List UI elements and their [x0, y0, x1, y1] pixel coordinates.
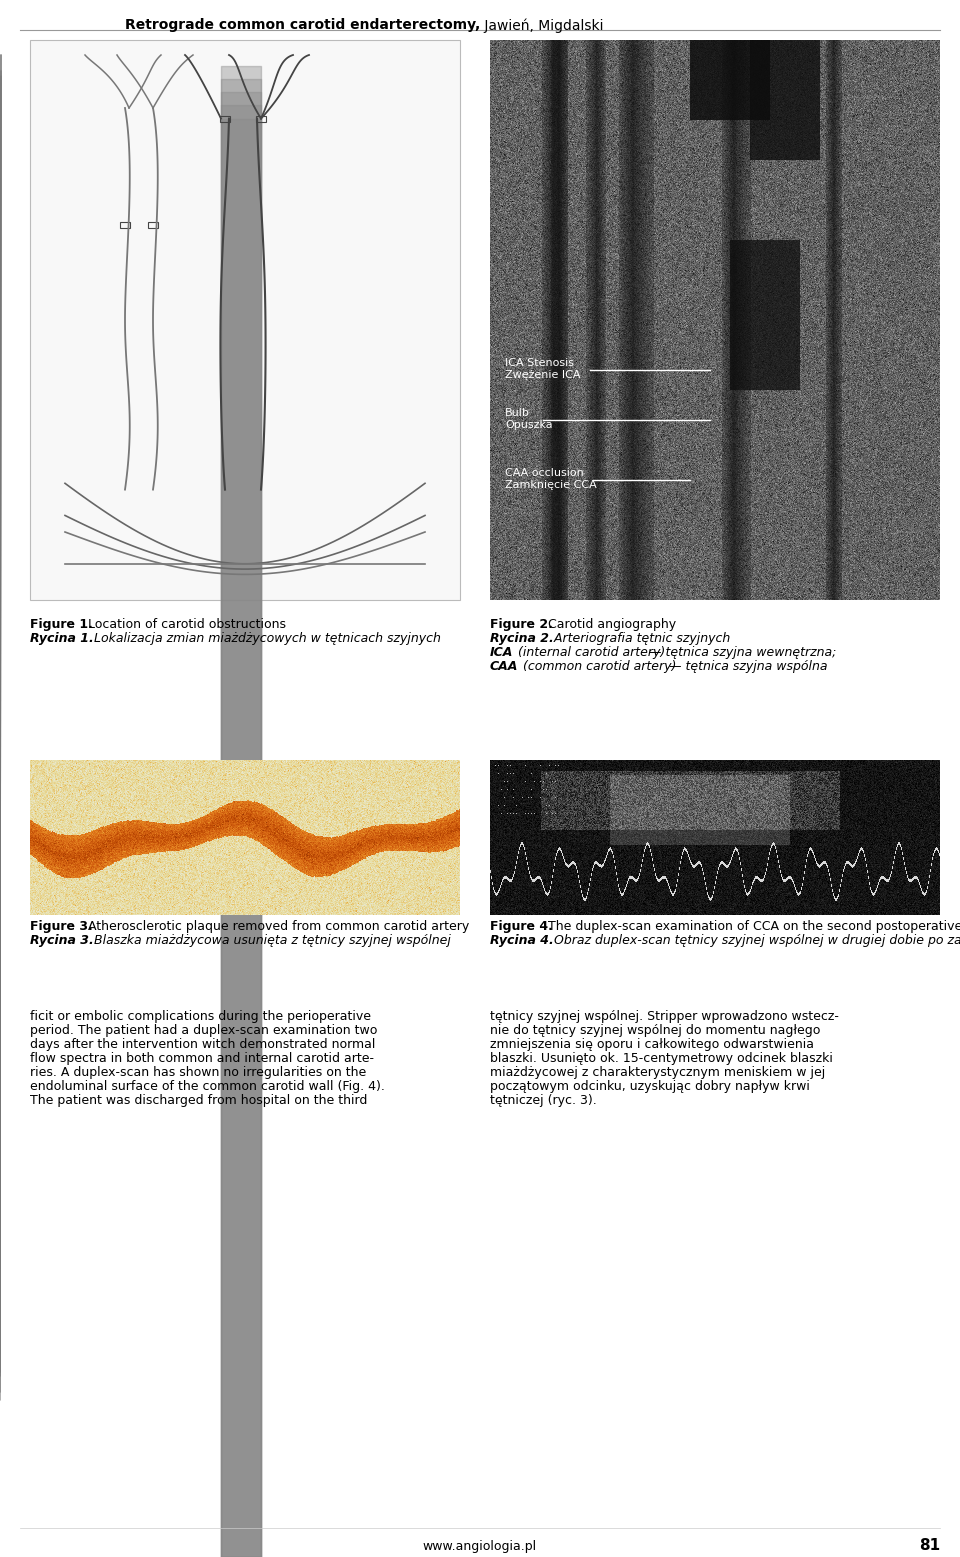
Text: Rycina 1.: Rycina 1.: [30, 632, 94, 645]
Text: Zamknięcie CCA: Zamknięcie CCA: [505, 480, 597, 490]
Text: 81: 81: [919, 1538, 940, 1552]
Text: Rycina 4.: Rycina 4.: [490, 934, 554, 947]
Bar: [30, 40, 460, 599]
Text: tętniczej (ryc. 3).: tętniczej (ryc. 3).: [490, 1095, 597, 1107]
Text: — tętnica szyjna wewnętrzna;: — tętnica szyjna wewnętrzna;: [645, 646, 836, 659]
Text: ICA Stenosis: ICA Stenosis: [505, 358, 574, 367]
Text: period. The patient had a duplex-scan examination two: period. The patient had a duplex-scan ex…: [30, 1025, 377, 1037]
Text: Figure 4.: Figure 4.: [490, 920, 553, 933]
Bar: [148, 221, 158, 227]
Text: Zwężenie ICA: Zwężenie ICA: [505, 371, 581, 380]
Text: Carotid angiography: Carotid angiography: [544, 618, 676, 631]
Text: Obraz duplex-scan tętnicy szyjnej wspólnej w drugiej dobie po zabiegu: Obraz duplex-scan tętnicy szyjnej wspóln…: [550, 934, 960, 947]
Text: Blaszka miażdżycowa usunięta z tętnicy szyjnej wspólnej: Blaszka miażdżycowa usunięta z tętnicy s…: [90, 934, 451, 947]
Text: zmniejszenia się oporu i całkowitego odwarstwienia: zmniejszenia się oporu i całkowitego odw…: [490, 1039, 814, 1051]
Bar: [256, 115, 266, 121]
Text: Lokalizacja zmian miażdżycowych w tętnicach szyjnych: Lokalizacja zmian miażdżycowych w tętnic…: [90, 632, 441, 645]
Text: Arteriografia tętnic szyjnych: Arteriografia tętnic szyjnych: [550, 632, 731, 645]
Text: The duplex-scan examination of CCA on the second postoperative day: The duplex-scan examination of CCA on th…: [544, 920, 960, 933]
Text: tętnicy szyjnej wspólnej. Stripper wprowadzono wstecz-: tętnicy szyjnej wspólnej. Stripper wprow…: [490, 1010, 839, 1023]
Text: Rycina 3.: Rycina 3.: [30, 934, 94, 947]
Text: flow spectra in both common and internal carotid arte-: flow spectra in both common and internal…: [30, 1053, 374, 1065]
Text: The patient was discharged from hospital on the third: The patient was discharged from hospital…: [30, 1095, 368, 1107]
Text: ICA: ICA: [490, 646, 514, 659]
Text: Figure 3.: Figure 3.: [30, 920, 93, 933]
Text: Jawień, Migdalski: Jawień, Migdalski: [480, 19, 604, 33]
Bar: [30, 760, 460, 916]
Text: Figure 2.: Figure 2.: [490, 618, 553, 631]
Bar: [120, 221, 130, 227]
Text: Bulb: Bulb: [505, 408, 530, 417]
Text: (common carotid artery): (common carotid artery): [519, 660, 677, 673]
Text: Opuszka: Opuszka: [505, 420, 553, 430]
Text: CAA occlusion: CAA occlusion: [505, 469, 584, 478]
Text: Atherosclerotic plaque removed from common carotid artery: Atherosclerotic plaque removed from comm…: [84, 920, 469, 933]
Text: Rycina 2.: Rycina 2.: [490, 632, 554, 645]
Text: (internal carotid artery): (internal carotid artery): [514, 646, 665, 659]
Text: Figure 1.: Figure 1.: [30, 618, 93, 631]
Text: ries. A duplex-scan has shown no irregularities on the: ries. A duplex-scan has shown no irregul…: [30, 1067, 367, 1079]
Text: www.angiologia.pl: www.angiologia.pl: [423, 1540, 537, 1552]
Text: nie do tętnicy szyjnej wspólnej do momentu nagłego: nie do tętnicy szyjnej wspólnej do momen…: [490, 1025, 821, 1037]
Text: — tętnica szyjna wspólna: — tętnica szyjna wspólna: [665, 660, 828, 673]
Bar: [220, 115, 230, 121]
Text: miażdżycowej z charakterystycznym meniskiem w jej: miażdżycowej z charakterystycznym menisk…: [490, 1067, 826, 1079]
Text: days after the intervention witch demonstrated normal: days after the intervention witch demons…: [30, 1039, 375, 1051]
Text: Retrograde common carotid endarterectomy,: Retrograde common carotid endarterectomy…: [125, 19, 480, 33]
Text: CAA: CAA: [490, 660, 518, 673]
Text: Location of carotid obstructions: Location of carotid obstructions: [84, 618, 286, 631]
Text: początowym odcinku, uzyskując dobry napływ krwi: początowym odcinku, uzyskując dobry napł…: [490, 1081, 810, 1093]
Text: blaszki. Usunięto ok. 15-centymetrowy odcinek blaszki: blaszki. Usunięto ok. 15-centymetrowy od…: [490, 1053, 833, 1065]
Text: ficit or embolic complications during the perioperative: ficit or embolic complications during th…: [30, 1010, 371, 1023]
Text: endoluminal surface of the common carotid wall (Fig. 4).: endoluminal surface of the common caroti…: [30, 1081, 385, 1093]
